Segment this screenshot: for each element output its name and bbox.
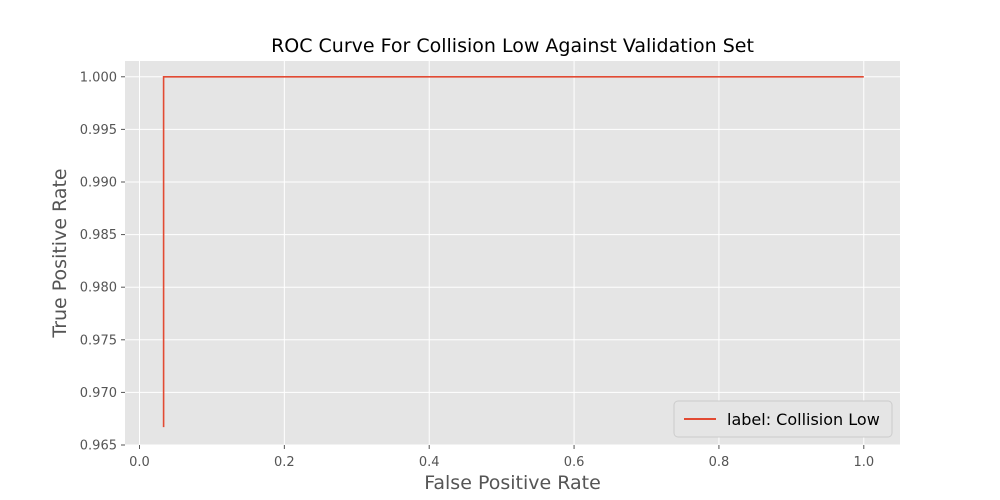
x-tick-label: 0.6 [564,455,585,470]
x-tick-label: 0.0 [129,455,150,470]
x-axis-label: False Positive Rate [424,472,601,494]
x-tick-label: 1.0 [853,455,874,470]
x-tick-label: 0.8 [709,455,730,470]
y-tick-label: 0.970 [80,386,117,401]
y-tick-label: 0.995 [80,123,117,138]
x-tick-label: 0.2 [274,455,295,470]
y-axis-label: True Positive Rate [49,168,71,338]
x-tick-label: 0.4 [419,455,440,470]
y-axis-ticks: 0.965 0.970 0.975 0.980 0.985 0.990 0.995 1.000 [80,70,125,454]
legend-box [673,400,893,438]
roc-curve-line [162,76,864,428]
legend-label: label: Collision Low [727,410,880,429]
series-group [162,76,864,428]
y-tick-label: 0.985 [80,228,117,243]
y-tick-label: 0.975 [80,333,117,348]
chart-title: ROC Curve For Collision Low Against Vali… [271,35,754,57]
y-tick-label: 0.990 [80,175,117,190]
x-axis-ticks: 0.0 0.2 0.4 0.6 0.8 1.0 [129,445,874,470]
y-tick-label: 0.980 [80,281,117,296]
plot-area [125,61,900,445]
y-tick-label: 1.000 [80,70,117,85]
legend: label: Collision Low [673,400,893,438]
y-tick-label: 0.965 [80,439,117,454]
